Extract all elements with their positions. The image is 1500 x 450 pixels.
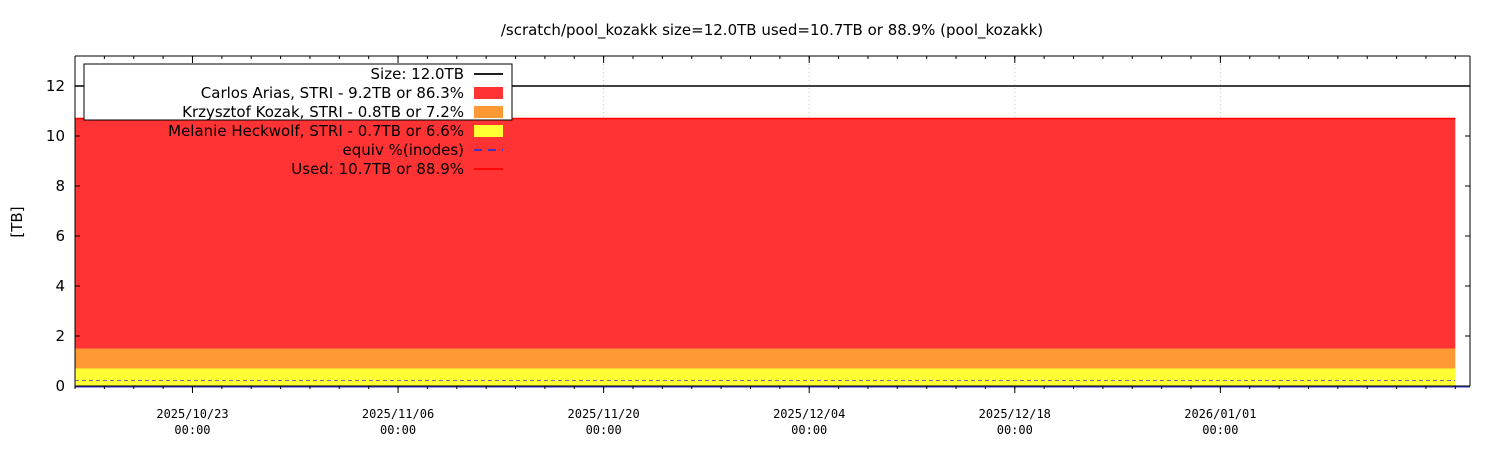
legend-swatch-3 bbox=[474, 106, 503, 118]
x-tick-label-time-3: 00:00 bbox=[586, 423, 622, 437]
x-tick-label-time-6: 00:00 bbox=[1202, 423, 1238, 437]
x-tick-label-time-1: 00:00 bbox=[174, 423, 210, 437]
legend-label-6: Used: 10.7TB or 88.9% bbox=[291, 160, 464, 178]
area-series-3 bbox=[75, 118, 1456, 349]
y-tick-label-2: 2 bbox=[55, 327, 65, 345]
area-series-2 bbox=[75, 348, 1456, 369]
x-tick-label-date-1: 2025/10/23 bbox=[156, 407, 228, 421]
legend-box bbox=[83, 63, 513, 121]
y-axis-label: [TB] bbox=[8, 206, 26, 237]
legend-label-2: Carlos Arias, STRI - 9.2TB or 86.3% bbox=[201, 84, 464, 102]
x-tick-label-date-3: 2025/11/20 bbox=[568, 407, 640, 421]
x-tick-label-date-4: 2025/12/04 bbox=[773, 407, 845, 421]
legend-label-3: Krzysztof Kozak, STRI - 0.8TB or 7.2% bbox=[182, 103, 464, 121]
x-tick-label-time-5: 00:00 bbox=[997, 423, 1033, 437]
legend-label-4: Melanie Heckwolf, STRI - 0.7TB or 6.6% bbox=[168, 122, 464, 140]
x-tick-label-date-5: 2025/12/18 bbox=[979, 407, 1051, 421]
x-tick-label-date-6: 2026/01/01 bbox=[1184, 407, 1256, 421]
legend-swatch-2 bbox=[474, 87, 503, 99]
x-tick-label-time-2: 00:00 bbox=[380, 423, 416, 437]
y-tick-label-6: 10 bbox=[46, 127, 65, 145]
x-tick-label-date-2: 2025/11/06 bbox=[362, 407, 434, 421]
legend-swatch-4 bbox=[474, 125, 503, 137]
y-tick-label-5: 8 bbox=[55, 177, 65, 195]
y-tick-label-1: 0 bbox=[55, 377, 65, 395]
area-series-1 bbox=[75, 368, 1456, 386]
plot-area: 0 2 4 6 8 10 12 2025/10/23 00:00 2025/11/06 00:00 2… bbox=[46, 55, 1471, 437]
y-tick-label-4: 6 bbox=[55, 227, 65, 245]
y-tick-label-3: 4 bbox=[55, 277, 65, 295]
x-tick-label-time-4: 00:00 bbox=[791, 423, 827, 437]
legend-label-1: Size: 12.0TB bbox=[371, 65, 464, 83]
legend-label-5: equiv %(inodes) bbox=[343, 141, 464, 159]
y-tick-label-7: 12 bbox=[46, 77, 65, 95]
chart-title: /scratch/pool_kozakk size=12.0TB used=10… bbox=[501, 21, 1043, 40]
